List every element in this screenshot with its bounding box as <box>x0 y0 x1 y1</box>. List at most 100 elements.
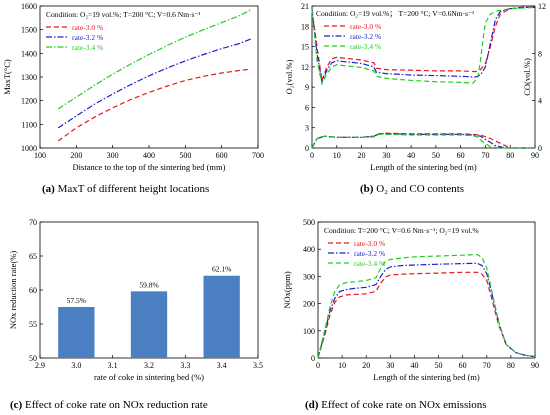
y-tick-label: 500 <box>303 218 315 227</box>
x-axis-label: rate of coke in sintering bed (%) <box>94 372 204 382</box>
y-tick-label: 55 <box>29 320 37 329</box>
y-tick-label: 3 <box>305 124 309 133</box>
x-tick-label: 60 <box>457 151 465 160</box>
y-tick-label: 400 <box>303 245 315 254</box>
y-tick-label: 50 <box>29 354 37 363</box>
x-tick-label: 3.4 <box>217 361 227 370</box>
y-tick-label: 60 <box>29 286 37 295</box>
x-tick-label: 3.5 <box>253 361 263 370</box>
y-axis-label: NOx(ppm) <box>282 271 292 308</box>
legend-entry: rate-3.4 % <box>354 259 385 268</box>
panel-d: 0 10 20 30 40 50 60 70 80 90 0 100 200 300 400 500 Lengt… <box>282 218 539 411</box>
y-axis-label: NOx reduction rate(%) <box>8 251 18 330</box>
y-tick-label: 21 <box>301 2 309 11</box>
y-axis-label: MaxT(°C) <box>2 59 12 95</box>
y-tick-label: 300 <box>303 272 315 281</box>
plot-frame <box>317 221 536 359</box>
series-line <box>311 133 535 149</box>
legend-entry: rate-3.2 % <box>72 33 103 42</box>
series-line <box>317 271 536 359</box>
bar <box>58 307 95 358</box>
x-tick-label: 50 <box>432 151 440 160</box>
x-axis-label: Length of the sintering bed (m) <box>370 162 477 172</box>
legend-entry: rate-3.4 % <box>350 42 381 51</box>
series-line <box>317 253 536 359</box>
bar-data-label: 59.8% <box>139 280 158 289</box>
y-tick-label: 15 <box>301 43 309 52</box>
caption-text: O₂ and CO contents <box>376 183 464 195</box>
x-tick-label: 3.1 <box>108 361 118 370</box>
x-tick-label: 90 <box>531 151 539 160</box>
bar-data-label: 57.5% <box>67 296 86 305</box>
y-tick-label: 18 <box>301 22 309 31</box>
x-tick-label: 500 <box>179 151 191 160</box>
x-tick-label: 40 <box>407 151 415 160</box>
x-tick-label: 300 <box>107 151 119 160</box>
x-tick-label: 20 <box>358 151 366 160</box>
legend-entry: rate-3.4 % <box>72 43 103 52</box>
x-tick-label: 20 <box>362 361 370 370</box>
plot-frame <box>311 5 536 149</box>
x-tick-label: 2.9 <box>35 361 45 370</box>
series-line <box>57 68 251 142</box>
series-line <box>311 6 536 86</box>
series-line <box>57 38 251 129</box>
panel-c: 2.9 3.0 3.1 3.2 3.3 3.4 3.5 50 55 60 65 70 rate of c… <box>8 218 263 411</box>
y-tick-label: 0 <box>311 354 315 363</box>
caption-text: Effect of coke rate on NOx emissions <box>321 399 486 411</box>
x-tick-label: 30 <box>382 151 390 160</box>
series-line <box>311 6 535 84</box>
x-tick-label: 80 <box>507 361 515 370</box>
y-tick-label: 100 <box>303 327 315 336</box>
y-tick-label: 70 <box>29 218 37 227</box>
series-line <box>317 262 536 359</box>
y2-tick-label: 12 <box>538 2 546 11</box>
legend-entry: rate-3.0 % <box>350 22 381 31</box>
bar <box>203 275 240 358</box>
x-tick-label: 40 <box>410 361 418 370</box>
panel-caption: (d) Effect of coke rate on NOx emissions <box>305 399 487 411</box>
x-tick-label: 3.0 <box>71 361 81 370</box>
x-tick-label: 100 <box>34 151 46 160</box>
x-tick-label: 10 <box>338 361 346 370</box>
x-tick-label: 3.3 <box>180 361 190 370</box>
y2-axis-label: CO(vol.%) <box>522 58 532 96</box>
bar-data-label: 62.1% <box>212 265 231 274</box>
x-tick-label: 10 <box>333 151 341 160</box>
bar <box>130 291 168 358</box>
panel-caption: (c) Effect of coke rate on NOx reduction… <box>10 399 208 411</box>
caption-text: Effect of coke rate on NOx reduction rat… <box>25 399 208 411</box>
x-axis-label: Length of the sintering bed (m) <box>373 372 480 382</box>
y-tick-label: 200 <box>303 300 315 309</box>
panel-caption: (b) O₂ and CO contents <box>360 183 464 195</box>
x-tick-label: 90 <box>531 361 539 370</box>
x-tick-label: 70 <box>481 151 489 160</box>
y-axis-label: O₂(vol.%) <box>284 59 294 94</box>
series-line <box>57 9 251 110</box>
x-tick-label: 700 <box>252 151 264 160</box>
x-tick-label: 0 <box>310 151 314 160</box>
panel-a: 100 200 300 400 500 600 700 1000 1100 1200 1300 140… <box>2 2 264 195</box>
series-line <box>311 6 535 81</box>
x-tick-label: 600 <box>216 151 228 160</box>
caption-letter: (c) <box>10 399 25 411</box>
legend-entry: rate-3.2 % <box>354 249 385 258</box>
y2-tick-label: 0 <box>538 144 542 153</box>
x-tick-label: 3.2 <box>144 361 154 370</box>
condition-text: Condition: O₂=19 vol.%; T=200 °C; V=0.6 … <box>46 10 201 19</box>
y-tick-label: 12 <box>301 63 309 72</box>
condition-text: Condition: O₂=19 vol.%； T=200 °C; V=0.6N… <box>316 9 474 18</box>
x-tick-label: 400 <box>143 151 155 160</box>
y2-tick-label: 4 <box>538 97 542 106</box>
x-tick-label: 30 <box>386 361 394 370</box>
y-tick-label: 0 <box>305 144 309 153</box>
y2-tick-label: 8 <box>538 49 542 58</box>
series-line <box>311 132 535 149</box>
x-tick-label: 60 <box>459 361 467 370</box>
y-tick-label: 1100 <box>21 120 37 129</box>
y-tick-label: 1600 <box>21 2 37 11</box>
series-line <box>311 133 535 149</box>
caption-letter: (d) <box>305 399 321 411</box>
